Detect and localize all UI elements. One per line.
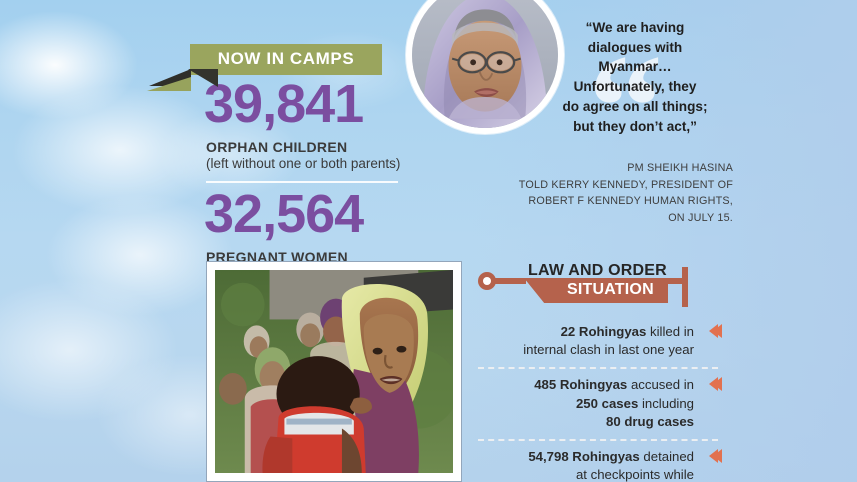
attribution-line: PM SHEIKH HASINA [627, 162, 733, 174]
quote-line: dialogues with [587, 39, 683, 55]
list-item-line: 54,798 Rohingyas detained [478, 448, 694, 466]
list-item: 485 Rohingyas accused in 250 cases inclu… [478, 367, 722, 439]
attribution-line: TOLD KERRY KENNEDY, PRESIDENT OF [518, 178, 733, 191]
chevron-left-icon [709, 377, 722, 392]
law-and-order-title-line1: LAW AND ORDER [528, 262, 667, 279]
quote-mark-watermark: “ [588, 24, 663, 190]
chevron-left-icon [709, 324, 722, 338]
stat-label-orphan-children: ORPHAN CHILDREN [206, 139, 348, 156]
list-item-emphasis: 54,798 Rohingyas [528, 449, 640, 465]
list-item-line: 250 cases including [478, 395, 694, 413]
pm-portrait-frame [406, 0, 564, 134]
quote-block: “ “We are having dialogues with Myanmar…… [540, 18, 730, 182]
stat-sublabel-orphan-children: (left without one or both parents) [206, 156, 401, 172]
ribbon-label: NOW IN CAMPS [190, 44, 382, 75]
law-and-order-title-line2: SITUATION [567, 281, 654, 298]
photo-illustration [215, 270, 453, 473]
list-item-text: internal clash in last one year [523, 342, 694, 358]
rohingya-mother-and-child-photo [215, 270, 453, 473]
list-item: 54,798 Rohingyas detained at checkpoints… [478, 439, 722, 482]
list-item-text: detained [639, 449, 694, 465]
list-item-emphasis: 250 cases [575, 395, 639, 411]
portrait-illustration [412, 0, 558, 128]
chevron-left-icon [709, 449, 722, 464]
law-and-order-banner: LAW AND ORDER SITUATION [478, 262, 718, 310]
quote-line: do agree on all things; [562, 98, 708, 114]
list-item-emphasis: 22 Rohingyas [560, 324, 647, 339]
law-and-order-section: LAW AND ORDER SITUATION 22 Rohingyas kil… [478, 262, 722, 482]
list-item-line: 80 drug cases [478, 413, 694, 431]
stat-value-pregnant-women: 32,564 [204, 184, 364, 245]
quote-line: Myanmar… [598, 59, 672, 75]
quote-line: Unfortunately, they [573, 79, 697, 95]
now-in-camps-ribbon: NOW IN CAMPS [147, 44, 382, 91]
stats-column: NOW IN CAMPS 39,841 ORPHAN CHILDREN (lef… [147, 44, 462, 265]
attribution-line: ROBERT F KENNEDY HUMAN RIGHTS, [528, 195, 733, 208]
list-item-text: at checkpoints while [575, 467, 694, 482]
banner-end-bar [682, 267, 688, 307]
pm-sheikh-hasina-portrait [412, 0, 558, 128]
stat-value-orphan-children: 39,841 [204, 74, 364, 134]
quote-line: but they don’t act,” [573, 118, 697, 134]
list-item-text: killed in [646, 324, 694, 339]
list-item-line: 485 Rohingyas accused in [478, 376, 694, 394]
banner-circle-icon [478, 272, 496, 290]
banner-stem [495, 278, 526, 284]
list-item-line: 22 Rohingyas killed in [478, 323, 694, 341]
quote-line: “We are having [585, 20, 685, 35]
quote-attribution: PM SHEIKH HASINA TOLD KERRY KENNEDY, PRE… [505, 160, 733, 227]
law-and-order-list: 22 Rohingyas killed in internal clash in… [478, 316, 722, 482]
photo-frame [206, 261, 462, 482]
banner-stem-right [666, 278, 684, 284]
banner-shape [524, 278, 668, 303]
stats-divider [206, 181, 398, 184]
list-item-emphasis: 80 drug cases [606, 413, 694, 429]
ribbon-notch-shadow [188, 69, 218, 87]
list-item-line: at checkpoints while [478, 466, 694, 482]
list-item-line: internal clash in last one year [478, 341, 694, 359]
quote-text: “We are having dialogues with Myanmar… U… [540, 18, 730, 136]
attribution-line: ON JULY 15. [668, 212, 733, 225]
list-item: 22 Rohingyas killed in internal clash in… [478, 316, 722, 367]
list-item-text: including [638, 395, 694, 411]
list-item-emphasis: 485 Rohingyas [534, 377, 628, 393]
list-item-text: accused in [627, 377, 694, 393]
ribbon-tail [147, 77, 191, 91]
